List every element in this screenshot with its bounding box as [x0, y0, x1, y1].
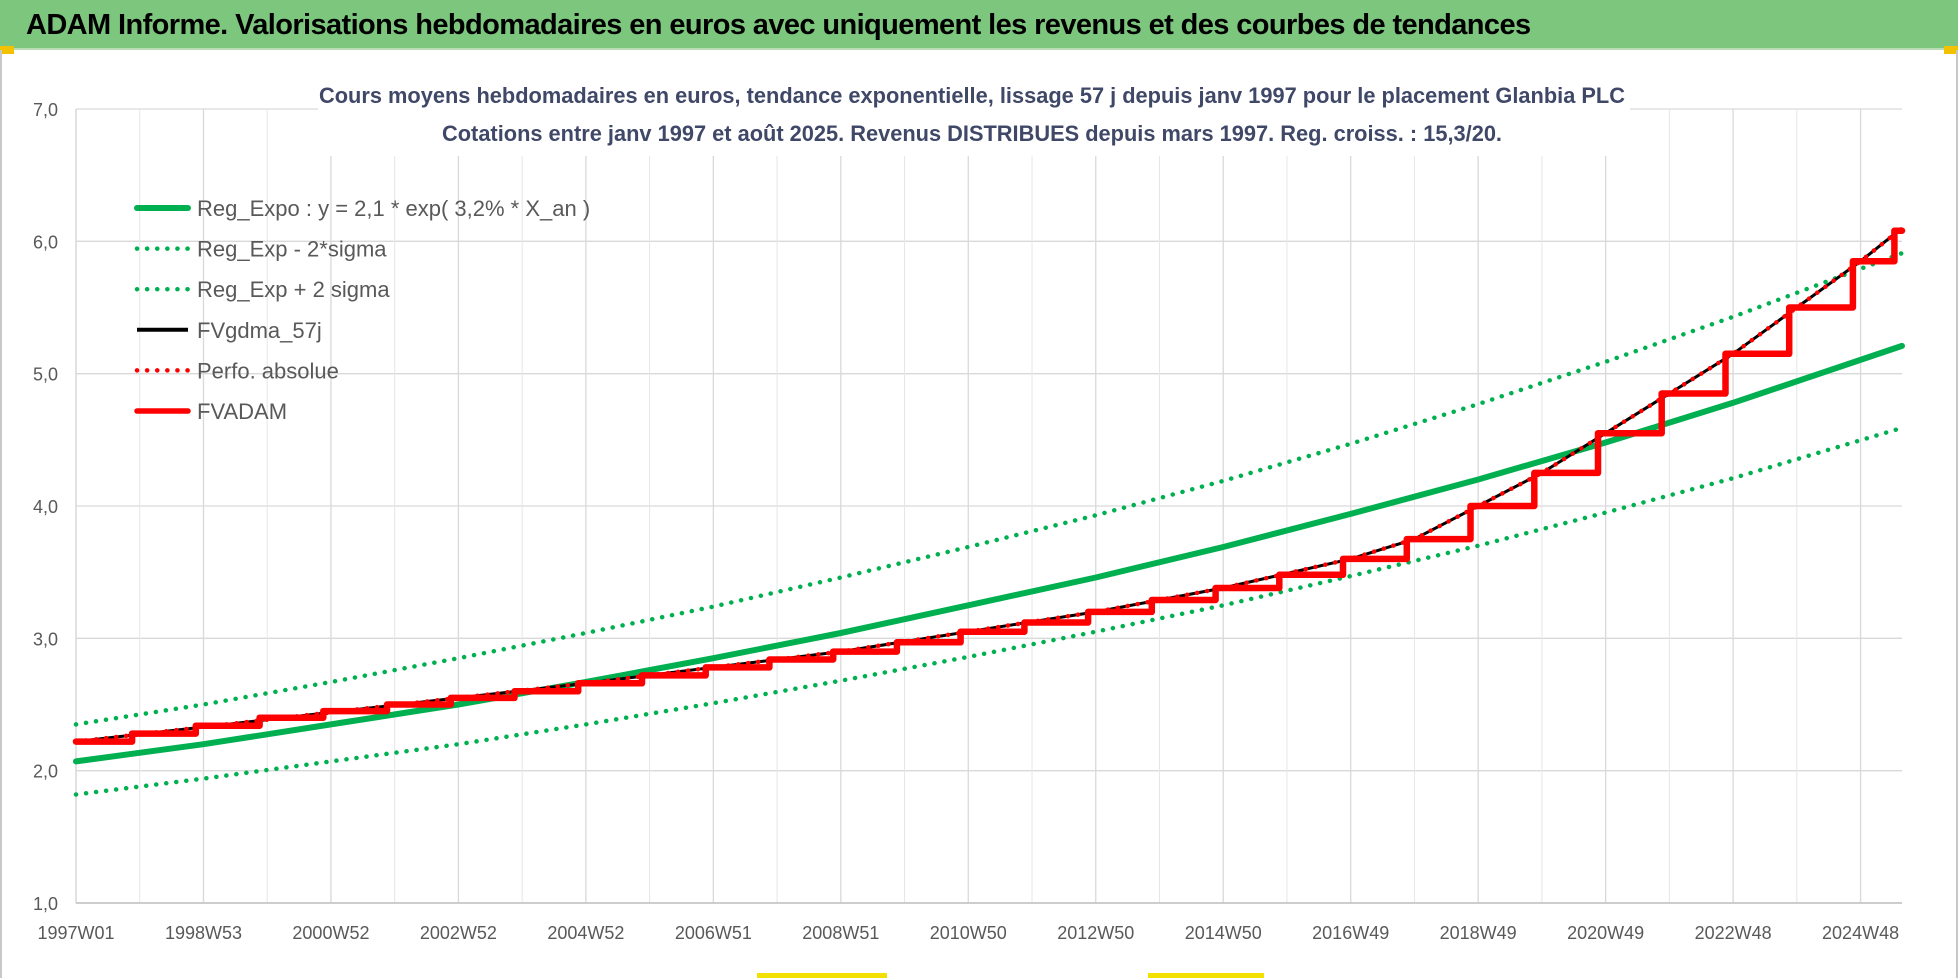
series-line-reg-exp-2-sigma [73, 250, 1905, 727]
y-tick-label: 1,0 [33, 894, 58, 914]
series-line-fvadam [72, 227, 1906, 745]
series-line-reg-expo-y-2-1-exp-3-2-x-an [73, 342, 1905, 765]
footer-marker-left [757, 973, 887, 978]
x-tick-label: 2002W52 [420, 923, 497, 943]
report-banner: ADAM Informe. Valorisations hebdomadaire… [0, 0, 1958, 50]
series-line-perfo-absolue [73, 225, 1905, 744]
legend-label: Perfo. absolue [197, 358, 339, 383]
series-line-reg-exp-2-sigma [73, 425, 1905, 797]
x-tick-label: 2012W50 [1057, 923, 1134, 943]
x-tick-label: 2014W50 [1185, 923, 1262, 943]
series-line-fvgdma-57j [75, 226, 1903, 744]
legend-label: Reg_Exp - 2*sigma [197, 237, 387, 262]
footer-marker-right [1148, 973, 1264, 978]
chart-title-line1: Cours moyens hebdomadaires en euros, ten… [319, 83, 1625, 108]
y-tick-label: 6,0 [33, 232, 58, 252]
x-tick-label: 2004W52 [547, 923, 624, 943]
x-tick-label: 2006W51 [675, 923, 752, 943]
chart-title-background [318, 76, 1630, 156]
x-tick-label: 2000W52 [292, 923, 369, 943]
legend-label: FVgdma_57j [197, 318, 322, 343]
x-tick-label: 2008W51 [802, 923, 879, 943]
x-tick-label: 1998W53 [165, 923, 242, 943]
x-tick-label: 1997W01 [37, 923, 114, 943]
x-tick-label: 2010W50 [930, 923, 1007, 943]
corner-marker-right [1944, 46, 1958, 54]
x-tick-label: 2024W48 [1822, 923, 1899, 943]
x-tick-label: 2018W49 [1440, 923, 1517, 943]
y-tick-label: 2,0 [33, 762, 58, 782]
x-tick-label: 2020W49 [1567, 923, 1644, 943]
x-tick-label: 2022W48 [1695, 923, 1772, 943]
legend-label: FVADAM [197, 399, 287, 424]
legend-label: Reg_Expo : y = 2,1 * exp( 3,2% * X_an ) [197, 196, 590, 221]
y-tick-label: 3,0 [33, 629, 58, 649]
y-tick-label: 4,0 [33, 497, 58, 517]
x-tick-label: 2016W49 [1312, 923, 1389, 943]
chart-title-line2: Cotations entre janv 1997 et août 2025. … [442, 121, 1502, 146]
banner-title: ADAM Informe. Valorisations hebdomadaire… [26, 9, 1531, 41]
corner-marker-left [0, 46, 14, 54]
y-tick-label: 5,0 [33, 365, 58, 385]
chart-frame [0, 50, 1958, 978]
y-tick-label: 7,0 [33, 100, 58, 120]
legend-label: Reg_Exp + 2 sigma [197, 277, 390, 302]
